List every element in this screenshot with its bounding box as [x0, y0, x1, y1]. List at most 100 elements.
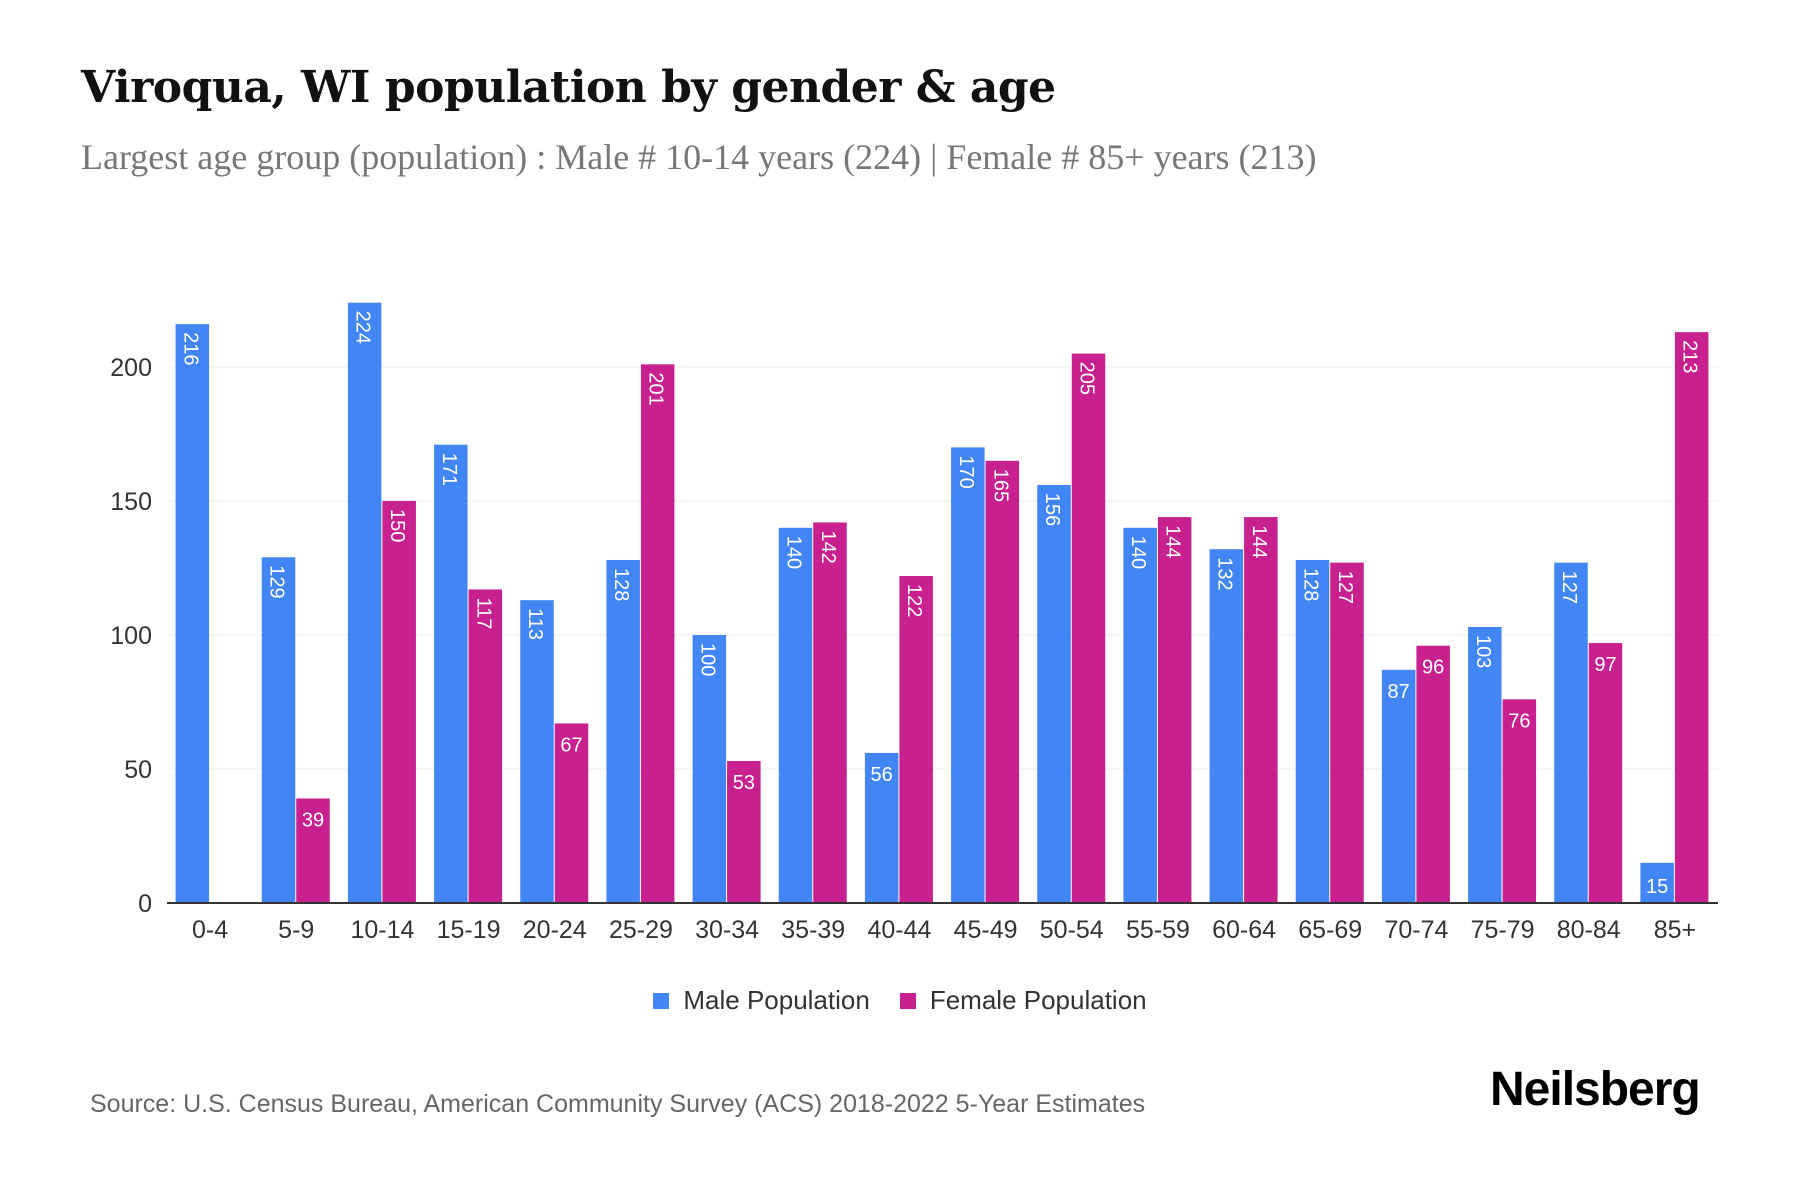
- chart-subtitle: Largest age group (population) : Male # …: [81, 137, 1317, 177]
- y-tick-label: 0: [138, 890, 152, 918]
- data-label: 224: [352, 311, 374, 344]
- data-label: 127: [1334, 571, 1356, 604]
- y-tick-label: 150: [110, 488, 152, 516]
- data-label: 122: [903, 584, 925, 617]
- male-bar: [1554, 562, 1588, 903]
- data-label: 170: [955, 455, 977, 488]
- data-label: 144: [1248, 525, 1270, 558]
- bar-chart: 0 50 100 150 200 216 0-4 129 39 5-9 224 150 10-14 171…: [110, 302, 1718, 944]
- x-tick-label: 50-54: [1040, 916, 1104, 944]
- legend-swatch-male: [653, 992, 670, 1009]
- data-label: 15: [1646, 876, 1668, 898]
- data-label: 156: [1041, 493, 1063, 526]
- source-note: Source: U.S. Census Bureau, American Com…: [90, 1090, 1146, 1118]
- data-label: 127: [1558, 571, 1580, 604]
- data-label: 132: [1213, 557, 1235, 590]
- data-label: 128: [610, 568, 632, 601]
- legend: Male Population Female Population: [0, 985, 1800, 1016]
- y-tick-label: 50: [124, 756, 152, 784]
- data-label: 142: [817, 530, 839, 563]
- male-bar: [864, 752, 899, 903]
- female-bar: [1071, 353, 1106, 904]
- x-tick-label: 60-64: [1212, 916, 1276, 944]
- female-bar: [468, 589, 503, 903]
- male-bar: [1640, 862, 1674, 903]
- data-label: 165: [989, 469, 1011, 502]
- x-tick-label: 55-59: [1126, 916, 1190, 944]
- data-label: 129: [266, 565, 288, 598]
- data-label: 67: [560, 734, 582, 756]
- x-tick-label: 10-14: [350, 916, 414, 944]
- x-tick-label: 30-34: [695, 916, 759, 944]
- data-label: 103: [1472, 635, 1494, 668]
- male-bar: [1209, 549, 1244, 903]
- legend-item-female[interactable]: Female Population: [899, 985, 1147, 1016]
- x-tick-label: 35-39: [781, 916, 845, 944]
- data-label: 144: [1162, 525, 1184, 558]
- male-bar: [1468, 626, 1502, 903]
- data-label: 140: [783, 536, 805, 569]
- male-bar: [1123, 527, 1157, 903]
- female-bar: [1502, 699, 1537, 903]
- female-bar: [899, 576, 933, 903]
- data-label: 76: [1508, 710, 1530, 732]
- female-bar: [985, 460, 1020, 903]
- male-bar: [1295, 559, 1330, 903]
- data-label: 53: [733, 772, 755, 794]
- x-tick-label: 85+: [1654, 916, 1696, 944]
- male-bar: [606, 559, 640, 903]
- x-tick-label: 25-29: [609, 916, 673, 944]
- x-tick-label: 80-84: [1557, 916, 1621, 944]
- data-label: 113: [524, 608, 546, 640]
- x-tick-label: 65-69: [1298, 916, 1362, 944]
- data-label: 201: [645, 372, 667, 405]
- male-bar: [347, 302, 382, 903]
- data-label: 216: [179, 332, 201, 365]
- male-bar: [1037, 484, 1071, 903]
- legend-item-male[interactable]: Male Population: [653, 985, 870, 1016]
- female-bar: [727, 760, 761, 903]
- data-label: 56: [871, 764, 893, 786]
- brand-logo: Neilsberg: [1490, 1063, 1701, 1116]
- x-tick-label: 5-9: [278, 916, 314, 944]
- data-label: 96: [1422, 657, 1444, 679]
- y-tick-label: 200: [110, 354, 152, 382]
- male-bar: [434, 444, 468, 903]
- legend-label-male: Male Population: [683, 985, 870, 1015]
- data-label: 171: [438, 453, 460, 486]
- male-bar: [175, 324, 210, 903]
- female-bar: [813, 522, 847, 903]
- x-tick-label: 75-79: [1471, 916, 1535, 944]
- female-bar: [554, 723, 589, 903]
- male-bar: [778, 527, 813, 903]
- y-tick-label: 100: [110, 622, 152, 650]
- male-bar: [692, 635, 727, 903]
- legend-label-female: Female Population: [929, 985, 1147, 1015]
- data-label: 117: [472, 597, 494, 629]
- female-bar: [1330, 562, 1364, 903]
- male-bar: [520, 600, 554, 903]
- x-tick-label: 15-19: [437, 916, 501, 944]
- data-label: 140: [1127, 536, 1149, 569]
- data-label: 213: [1679, 340, 1701, 373]
- female-bar: [1157, 517, 1192, 903]
- x-tick-label: 0-4: [192, 916, 228, 944]
- female-bar: [296, 798, 330, 903]
- female-bar: [1588, 643, 1623, 903]
- x-tick-label: 40-44: [867, 916, 931, 944]
- female-bar: [1416, 645, 1450, 903]
- data-label: 205: [1076, 362, 1098, 395]
- female-bar: [1674, 332, 1709, 903]
- male-bar: [951, 447, 985, 903]
- x-tick-label: 45-49: [954, 916, 1018, 944]
- data-label: 39: [302, 809, 324, 831]
- male-bar: [1381, 669, 1416, 903]
- data-label: 97: [1594, 654, 1616, 676]
- male-bar: [261, 557, 296, 903]
- x-tick-label: 70-74: [1384, 916, 1448, 944]
- female-bar: [382, 501, 416, 903]
- legend-swatch-female: [899, 992, 916, 1009]
- chart-title: Viroqua, WI population by gender & age: [81, 62, 1056, 113]
- female-bar: [640, 364, 675, 903]
- data-label: 128: [1300, 568, 1322, 601]
